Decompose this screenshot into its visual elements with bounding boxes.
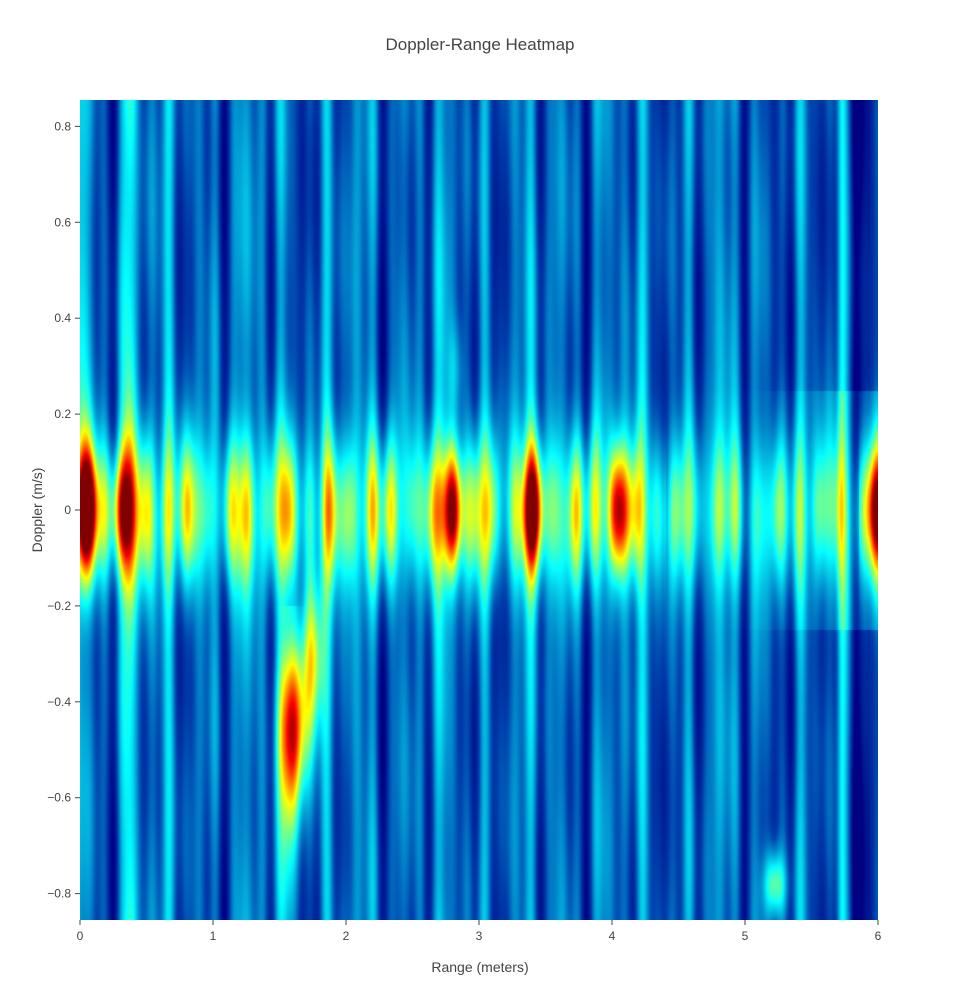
y-tick-label: −0.6 xyxy=(47,791,71,805)
x-tick-label: 5 xyxy=(742,929,749,943)
x-tick-label: 0 xyxy=(77,929,84,943)
chart-title: Doppler-Range Heatmap xyxy=(386,35,575,54)
y-tick-label: −0.2 xyxy=(47,599,71,613)
plot-area[interactable] xyxy=(80,100,878,920)
x-axis-title: Range (meters) xyxy=(431,959,528,975)
heatmap-canvas[interactable] xyxy=(80,100,878,920)
x-axis: 0 1 2 3 4 5 6 xyxy=(77,920,882,943)
y-tick-label: −0.8 xyxy=(47,887,71,901)
y-tick-label: 0 xyxy=(64,503,71,517)
y-axis: −0.8 −0.6 −0.4 −0.2 0 0.2 0.4 0.6 0.8 xyxy=(47,119,80,901)
y-tick-label: −0.4 xyxy=(47,695,71,709)
y-tick-label: 0.2 xyxy=(54,407,71,421)
y-tick-label: 0.6 xyxy=(54,215,71,229)
y-tick-label: 0.4 xyxy=(54,311,71,325)
x-tick-label: 3 xyxy=(476,929,483,943)
y-axis-title: Doppler (m/s) xyxy=(29,468,45,553)
x-tick-label: 6 xyxy=(875,929,882,943)
y-tick-label: 0.8 xyxy=(54,119,71,133)
x-tick-label: 4 xyxy=(609,929,616,943)
x-tick-label: 1 xyxy=(210,929,217,943)
x-tick-label: 2 xyxy=(343,929,350,943)
